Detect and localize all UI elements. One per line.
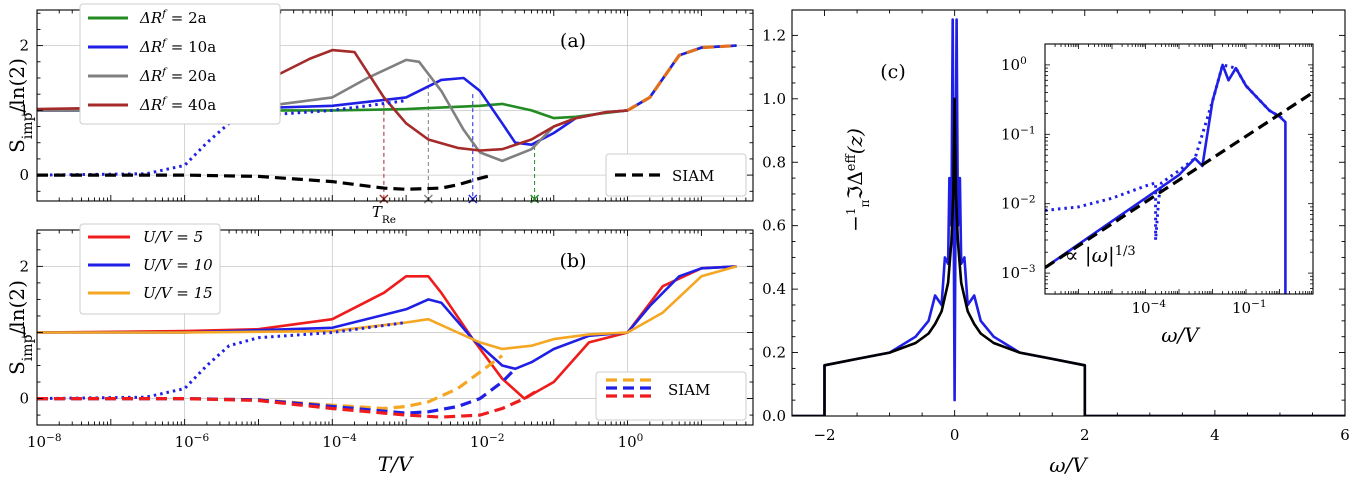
panel-c-ytick-label: 0.8	[762, 153, 786, 171]
panel-a-label: (a)	[560, 30, 586, 52]
inset-xtick-label: 10−4	[1132, 298, 1167, 317]
panel-c-xtick-label: 2	[1080, 426, 1090, 444]
panel-c-ytick-label: 0.6	[762, 217, 786, 235]
panel-c-series-1	[792, 18, 1345, 416]
panel-c-ytick-label: 0.0	[762, 407, 786, 425]
panel-b-ylabel: Simp/ln(2)	[5, 280, 36, 375]
legend-a-label: ΔRf = 20a	[139, 66, 216, 85]
panel-a-ylabel: Simp/ln(2)	[5, 58, 36, 153]
inset-bg	[1045, 44, 1313, 294]
inset-xlabel: ω/V	[1161, 323, 1201, 347]
panel-c-xtick-label: 4	[1210, 426, 1220, 444]
legend-b-siam-box	[595, 371, 747, 421]
legend-b-label: U/V = 10	[143, 256, 213, 274]
panel-b-series-4	[37, 321, 407, 401]
panel-c-ytick-label: 0.4	[762, 280, 786, 298]
legend-b-label: U/V = 15	[143, 284, 213, 302]
panel-c-ytick-label: 1.0	[762, 90, 786, 108]
frame-layer	[36, 9, 1346, 426]
inset-series-3	[1045, 91, 1313, 269]
panel-b-series-2	[37, 265, 737, 371]
panel-b-xtick-label: 10−2	[470, 432, 505, 451]
inset-series-1	[1045, 63, 1287, 294]
panel-a-ytick-label: 0	[19, 166, 29, 184]
text-layer: 0 1 2 Simp/ln(2) (a) 0 1 2 Simp/ln(2) (b) 10−8 10−6…	[5, 3, 1350, 477]
panel-b-xtick-label: 10−6	[175, 432, 210, 451]
panel-b-xtick-label: 100	[618, 432, 644, 451]
panel-a-series-6	[37, 173, 494, 191]
inset-ytick-label: 100	[1001, 55, 1027, 74]
panel-a-tre-annotation: TRe	[372, 203, 396, 226]
panel-c-ytick-label: 1.2	[762, 26, 786, 44]
panel-b-series-5	[37, 354, 504, 411]
legend-a-siam-box	[605, 153, 747, 197]
panel-c-ytick-label: 0.2	[762, 344, 786, 362]
inset-series-2	[1045, 63, 1287, 242]
panel-a-series-7	[626, 44, 737, 112]
data-layer	[37, 18, 1345, 419]
legend-b-label: U/V = 5	[143, 228, 203, 246]
panel-c-series-2	[792, 97, 1345, 416]
legend-a-label: ΔRf = 40a	[139, 95, 216, 114]
panel-b-ytick-label: 2	[19, 257, 29, 275]
panel-c-label: (c)	[880, 61, 905, 83]
inset-xtick-label: 10−1	[1232, 298, 1267, 317]
legend-a-label: ΔRf = 2a	[139, 8, 207, 27]
inset-ytick-label: 10−3	[1001, 263, 1036, 282]
inset-ytick-label: 10−1	[1001, 124, 1036, 143]
inset-annotation: ∝ |ω|1/3	[1065, 243, 1136, 268]
panel-b-ytick-label: 0	[19, 390, 29, 408]
panel-b-xtick-label: 10−4	[322, 432, 357, 451]
panel-c-xtick-label: −2	[813, 426, 835, 444]
panel-b-ytick-label: 1	[19, 323, 29, 341]
panel-a-series-5	[37, 99, 407, 177]
panel-c-ylabel: −1πℑΔeff(z)	[843, 128, 872, 232]
panel-b-xlabel: T/V	[378, 452, 415, 476]
panel-a-ytick-label: 1	[19, 101, 29, 119]
panel-b-label: (b)	[560, 250, 587, 272]
panel-b-series-7	[37, 389, 539, 419]
panel-b-series-6	[37, 367, 517, 415]
inset-ytick-label: 10−2	[1001, 194, 1036, 213]
legend-a-label: ΔRf = 10a	[139, 37, 216, 56]
panel-a-ytick-label: 2	[19, 37, 29, 55]
panel-c-xtick-label: 0	[950, 426, 960, 444]
legend-a-siam-label: SIAM	[672, 167, 714, 185]
panel-b-xtick-label: 10−8	[27, 432, 62, 451]
temperature-marker-x	[530, 194, 540, 204]
legend-a-box	[79, 3, 281, 125]
legend-b-siam-label: SIAM	[668, 381, 710, 399]
panel-c-xlabel: ω/V	[1049, 453, 1089, 477]
panel-c-xtick-label: 6	[1340, 426, 1350, 444]
panel-c-frame	[791, 9, 1346, 417]
